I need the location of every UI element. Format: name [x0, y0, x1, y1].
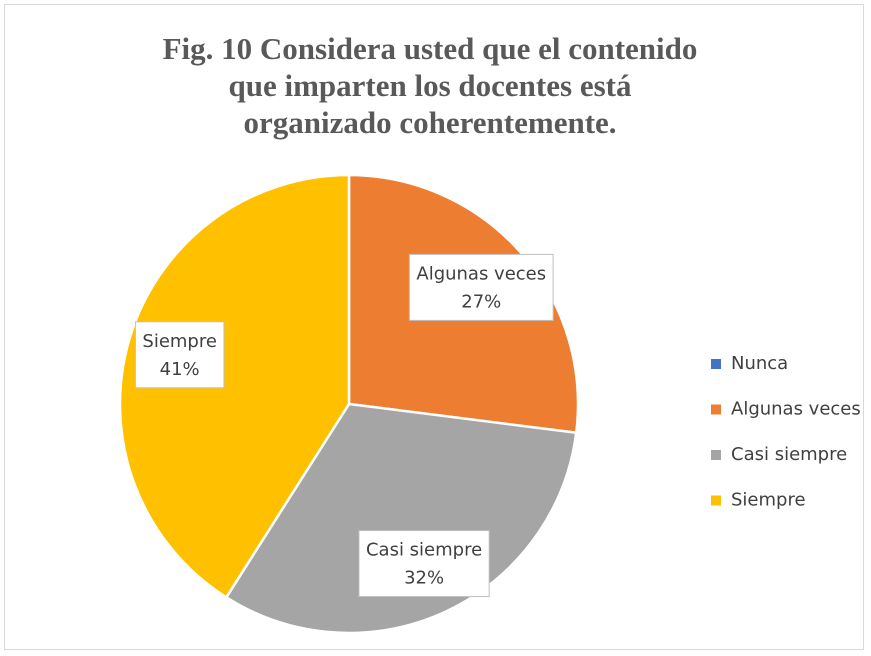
- data-label-value: 41%: [160, 359, 200, 380]
- legend-swatch: [711, 495, 721, 506]
- legend-swatch: [711, 404, 721, 415]
- chart-frame: [4, 4, 864, 650]
- legend-label: Casi siempre: [731, 444, 847, 465]
- data-label-value: 27%: [461, 291, 501, 312]
- pie-slice: [118, 173, 351, 600]
- data-label-name: Algunas veces: [416, 263, 546, 284]
- data-label-value: 32%: [404, 568, 444, 589]
- legend-swatch: [711, 450, 721, 460]
- legend-label: Algunas veces: [731, 399, 861, 420]
- data-label-name: Casi siempre: [366, 540, 482, 561]
- legend-swatch: [711, 359, 721, 369]
- data-label-box: [408, 253, 554, 321]
- data-label-box: [358, 530, 490, 598]
- chart-title: Fig. 10 Considera usted que el contenido…: [162, 31, 698, 140]
- data-label-box: [134, 321, 225, 389]
- legend-label: Nunca: [731, 353, 788, 374]
- data-label-name: Siempre: [142, 331, 217, 352]
- legend-label: Siempre: [731, 490, 806, 511]
